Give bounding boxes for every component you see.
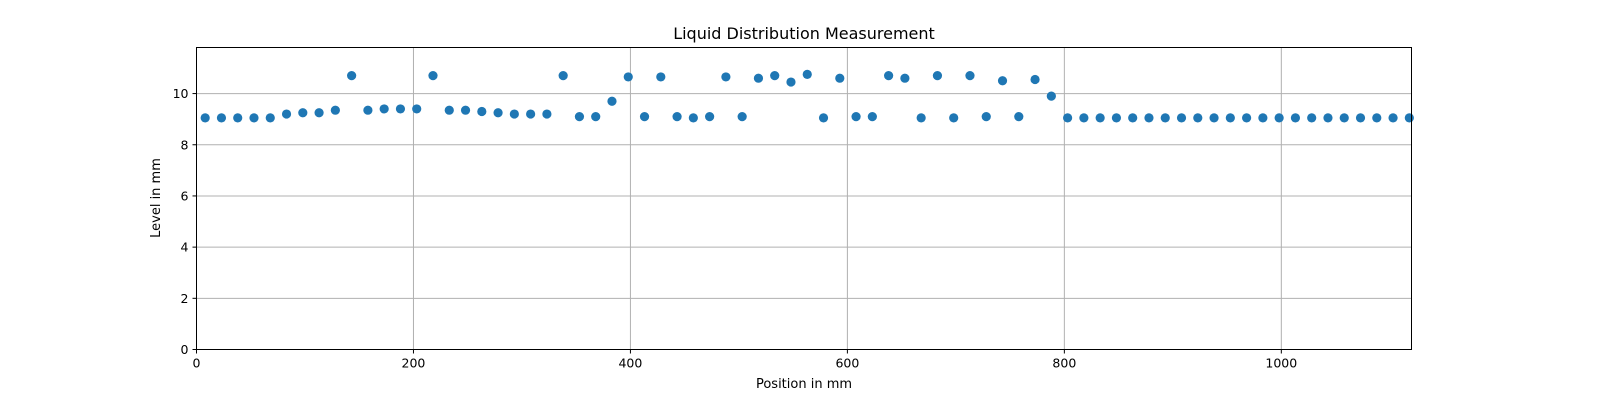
- data-point: [818, 113, 829, 123]
- data-point: [1144, 113, 1154, 123]
- y-tick-label: 4: [181, 240, 189, 255]
- x-tick-label: 400: [618, 356, 642, 371]
- grid-layer: [196, 47, 1412, 350]
- data-point: [493, 108, 503, 118]
- data-point: [1030, 74, 1040, 85]
- data-point: [379, 104, 389, 114]
- data-point: [851, 112, 861, 122]
- data-point: [558, 71, 568, 81]
- points-layer: [200, 69, 1414, 123]
- data-point: [1355, 113, 1366, 123]
- data-point: [721, 72, 731, 82]
- x-tick-label: 0: [193, 356, 201, 371]
- data-point: [770, 71, 780, 81]
- data-point: [1128, 113, 1138, 123]
- data-point: [639, 112, 650, 122]
- data-point: [298, 108, 308, 118]
- data-point: [249, 113, 259, 123]
- ticks-layer: 0 200 400 600 800 1000 0 2 4 6 8 10: [173, 86, 1298, 370]
- data-point: [1063, 113, 1073, 123]
- data-point: [1111, 113, 1122, 123]
- data-point: [1193, 113, 1203, 123]
- data-point: [705, 112, 715, 122]
- data-point: [1274, 113, 1284, 123]
- data-point: [591, 112, 601, 122]
- x-tick-label: 1000: [1265, 356, 1297, 371]
- data-point: [932, 71, 943, 81]
- data-point: [542, 109, 552, 119]
- data-point: [672, 112, 682, 122]
- data-point: [314, 108, 324, 118]
- data-point: [965, 71, 975, 81]
- data-point: [1160, 113, 1170, 123]
- data-point: [233, 113, 243, 123]
- data-point: [1176, 113, 1187, 123]
- data-point: [884, 71, 894, 81]
- data-point: [835, 73, 845, 83]
- y-axis-label: Level in mm: [149, 158, 164, 238]
- data-point: [428, 71, 438, 81]
- y-tick-label: 0: [181, 342, 189, 357]
- data-point: [347, 71, 357, 81]
- y-tick-label: 6: [181, 188, 189, 203]
- data-point: [1079, 113, 1089, 123]
- data-point: [737, 112, 747, 122]
- data-point: [1372, 113, 1382, 123]
- data-point: [623, 72, 633, 82]
- data-point: [1323, 113, 1333, 123]
- x-tick-label: 800: [1052, 356, 1076, 371]
- data-point: [509, 109, 519, 119]
- data-point: [1404, 113, 1414, 123]
- data-point: [574, 112, 585, 122]
- data-point: [216, 113, 227, 123]
- data-point: [330, 105, 340, 115]
- data-point: [281, 109, 292, 119]
- data-point: [1242, 113, 1252, 123]
- data-point: [1225, 113, 1235, 123]
- data-point: [656, 72, 666, 82]
- x-axis-label: Position in mm: [756, 377, 852, 392]
- data-point: [1046, 91, 1056, 101]
- data-point: [900, 73, 910, 83]
- data-point: [802, 69, 812, 79]
- y-tick-label: 10: [173, 86, 189, 101]
- data-point: [265, 113, 275, 123]
- data-point: [363, 105, 373, 115]
- data-point: [460, 105, 471, 115]
- data-point: [1339, 113, 1349, 123]
- data-point: [1307, 113, 1317, 123]
- data-point: [1388, 113, 1398, 123]
- x-tick-label: 200: [402, 356, 426, 371]
- data-point: [395, 104, 406, 114]
- data-point: [916, 113, 926, 123]
- data-point: [753, 73, 764, 83]
- data-point: [981, 112, 991, 122]
- y-tick-label: 8: [181, 137, 189, 152]
- data-point: [1290, 113, 1301, 123]
- data-point: [1014, 112, 1024, 122]
- x-tick-label: 600: [835, 356, 859, 371]
- data-point: [1258, 113, 1268, 123]
- data-point: [200, 113, 210, 123]
- data-point: [949, 113, 959, 123]
- data-point: [688, 113, 698, 123]
- data-point: [997, 76, 1008, 86]
- data-point: [607, 96, 617, 106]
- data-point: [867, 112, 877, 122]
- data-point: [1209, 113, 1219, 123]
- y-tick-label: 2: [181, 291, 189, 306]
- data-point: [444, 105, 454, 115]
- chart-title: Liquid Distribution Measurement: [673, 24, 935, 43]
- data-point: [786, 77, 796, 87]
- plot-frame: [196, 47, 1412, 350]
- data-point: [412, 104, 422, 114]
- data-point: [526, 109, 536, 119]
- data-point: [1095, 113, 1105, 123]
- data-point: [477, 106, 487, 117]
